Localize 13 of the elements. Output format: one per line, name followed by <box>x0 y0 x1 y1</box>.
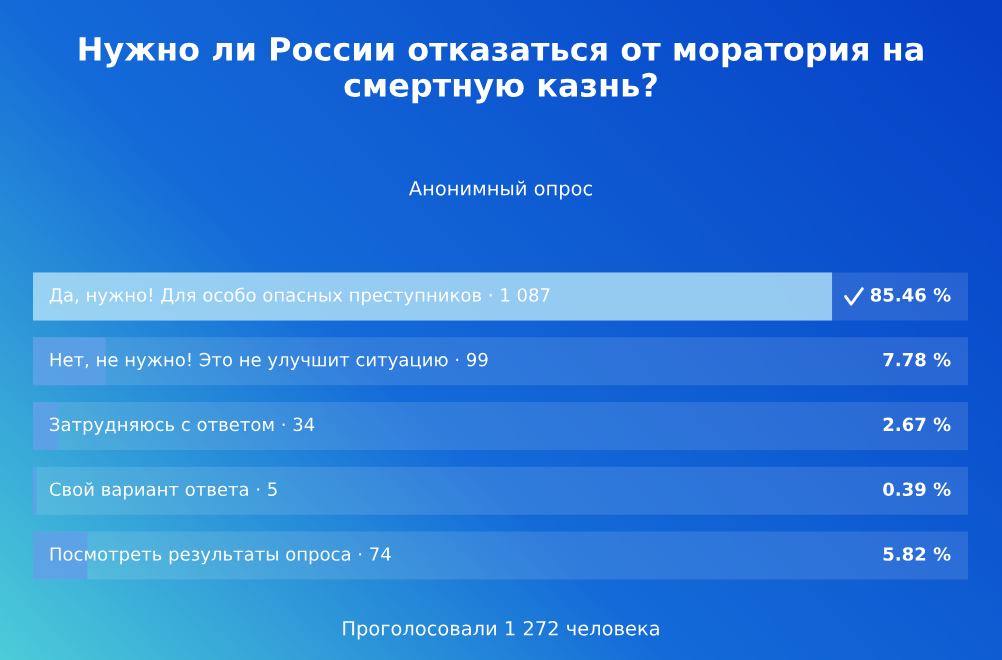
chart-title: Нужно ли России отказаться от моратория на смертную казнь? <box>79 37 923 104</box>
data-label: 5.82 % <box>883 547 951 561</box>
y-tick-label: Да, нужно! Для особо опасных преступников · 1 087 <box>49 287 550 306</box>
data-label: 85.46 % <box>870 287 951 302</box>
data-label: 2.67 % <box>883 417 951 432</box>
y-tick-label: Посмотреть результаты опроса · 74 <box>50 547 391 565</box>
text: Проголосовали 1 272 человека <box>343 620 659 640</box>
chart-subtitle: Анонимный опрос <box>408 180 592 200</box>
y-tick-label: Затрудняюсь с ответом · 34 <box>50 417 315 435</box>
y-tick-label: Нет, не нужно! Это не улучшит ситуацию · 99 <box>50 352 488 370</box>
y-tick-label: Свой вариант ответа · 5 <box>49 482 277 500</box>
data-label: 0.39 % <box>883 482 951 497</box>
data-label: 7.78 % <box>883 352 951 367</box>
